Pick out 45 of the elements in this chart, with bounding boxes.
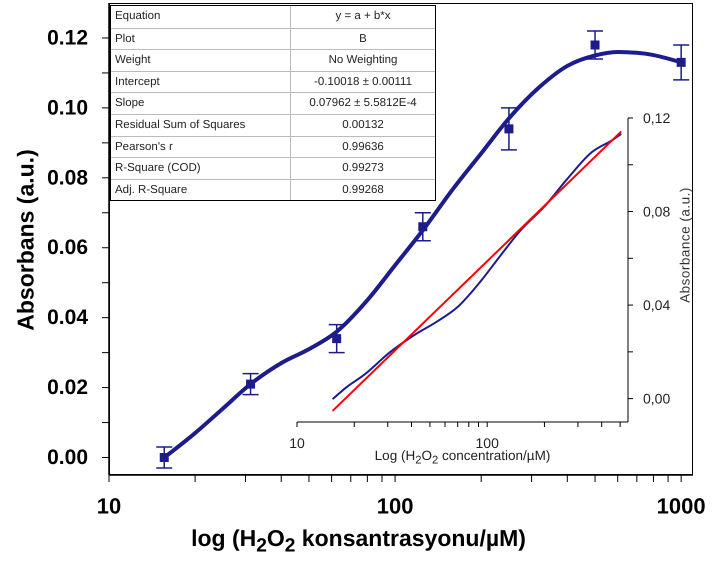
annotation: No Weighting [290,49,435,71]
point [332,334,342,344]
annotation: Slope [111,92,290,114]
annotation: Residual Sum of Squares [111,114,290,136]
point [418,222,428,232]
x-tick-label: 10 [289,435,305,451]
x-tick-label: 1000 [656,494,706,518]
x-tick-label: 100 [376,494,414,518]
point [504,124,514,134]
y-tick-label: 0,00 [643,390,670,407]
annotation: 0.99268 [290,178,435,200]
annotation: Equation [114,9,162,24]
point [160,453,169,462]
annotation: Adj. R-Square [111,178,290,200]
annotation: 0.07962 ± 5.5812E-4 [290,92,435,114]
y-tick-label: 0,12 [643,110,670,126]
annotation: R-Square (COD) [111,157,290,179]
y-tick-label: 0.00 [47,446,88,470]
annotation: 0.99636 [290,136,435,158]
annotation: 0.00132 [290,114,435,136]
y-tick-label: 0.02 [47,376,88,400]
y-tick-label: 0.08 [47,166,88,190]
point [590,40,600,50]
annotation: Intercept [111,70,290,92]
x-tick-label: 10 [96,494,122,518]
y-tick-label: 0.06 [47,236,88,260]
x-axis-title: log (H$_{2}$O$_{2}$ konsantrasyonu/µM) [190,525,527,558]
y-tick-label: 0,04 [643,297,670,314]
x-axis-title: Log (H$_{2}$O$_{2}$ concentration/µM) [374,448,550,467]
y-tick-label: 0.04 [47,306,88,330]
y-tick-label: 0,08 [643,204,670,220]
y-axis-title: Absorbans (a.u.) [12,149,40,331]
annotation: y = a + b*x [290,6,435,28]
y-tick-label: 0.12 [47,26,88,50]
point [246,380,256,389]
annotation: Plot [111,28,290,50]
annotation: -0.10018 ± 0.00111 [290,70,435,92]
point [676,58,686,67]
annotation: 0.99273 [290,157,435,179]
annotation: B [290,28,435,50]
annotation: Weight [111,49,290,71]
y-axis-title: Absorbance (a.u.) [678,187,692,303]
x-tick-label: 100 [476,435,500,451]
annotation: Pearson's r [111,136,290,158]
y-tick-label: 0.10 [47,96,88,120]
